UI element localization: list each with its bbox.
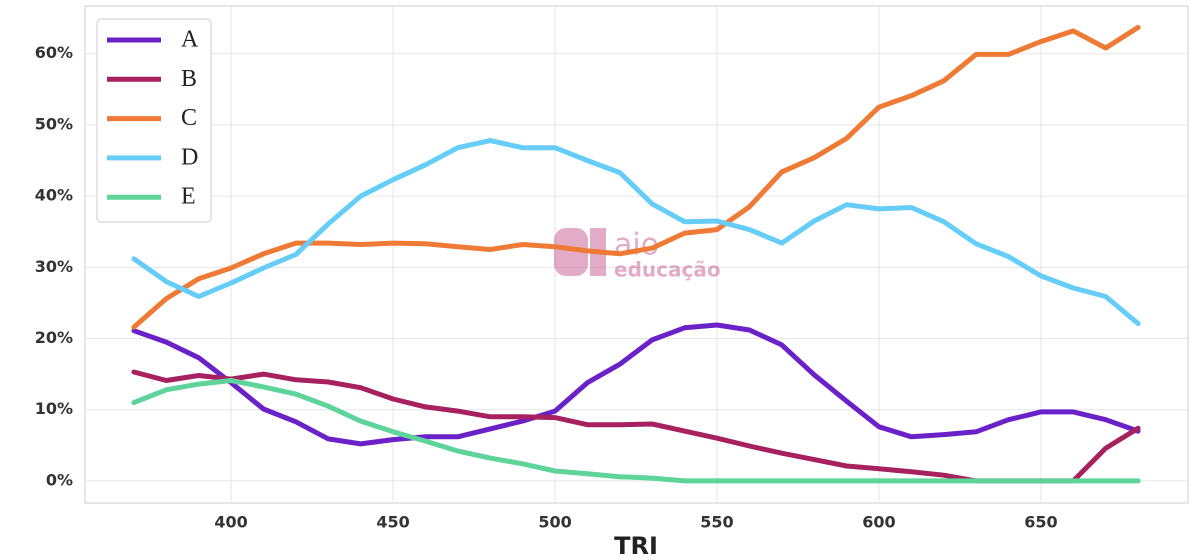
legend-label: D	[181, 144, 198, 170]
y-tick-label: 50%	[35, 114, 73, 133]
logo	[554, 228, 588, 276]
x-tick-label: 500	[538, 513, 571, 532]
legend-label: E	[181, 184, 196, 210]
y-tick-label: 30%	[35, 257, 73, 276]
x-tick-label: 400	[214, 513, 247, 532]
x-tick-label: 550	[700, 513, 733, 532]
x-tick-label: 450	[376, 513, 409, 532]
series-line	[131, 24, 1141, 330]
legend-label: C	[181, 105, 197, 131]
y-tick-label: 60%	[35, 43, 73, 62]
y-tick-label: 10%	[35, 399, 73, 418]
series-line	[131, 378, 1141, 484]
legend-label: B	[181, 66, 197, 92]
x-tick-label: 600	[862, 513, 895, 532]
watermark: aio educação	[554, 228, 721, 282]
legend-label: A	[181, 27, 199, 53]
y-tick-label: 40%	[35, 186, 73, 205]
lines	[131, 24, 1141, 484]
y-tick-label: 20%	[35, 328, 73, 347]
watermark-text: educação	[614, 258, 721, 282]
series-line	[131, 322, 1141, 447]
x-axis-label: TRI	[614, 532, 658, 560]
y-tick-label: 0%	[46, 470, 73, 489]
x-tick-label: 650	[1024, 513, 1057, 532]
watermark-text: aio	[614, 228, 659, 263]
series-line	[131, 138, 1141, 327]
